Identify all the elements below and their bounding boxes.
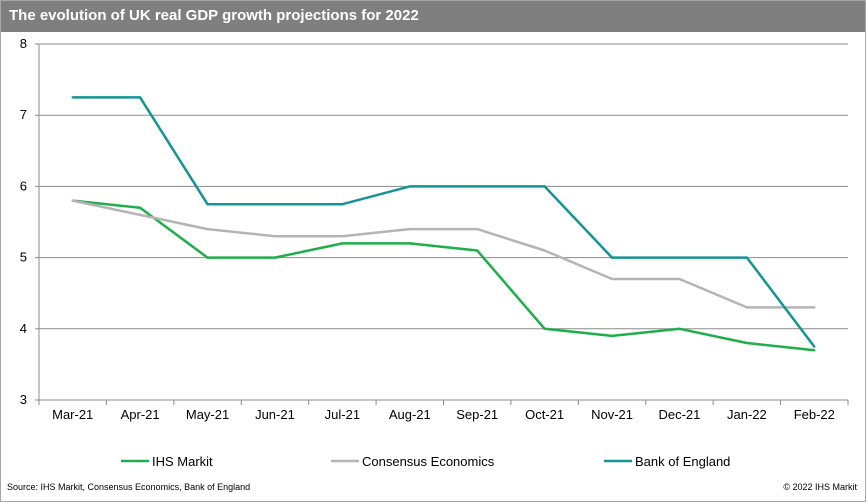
data-point	[610, 334, 614, 338]
data-point	[678, 277, 681, 281]
y-tick-label: 4	[20, 321, 27, 336]
data-point	[273, 203, 277, 206]
y-tick-label: 7	[20, 107, 27, 122]
x-tick-label: Feb-22	[794, 407, 835, 422]
data-point	[206, 227, 209, 231]
x-tick-label: Apr-21	[121, 407, 160, 422]
data-point	[813, 348, 816, 352]
x-tick-label: Sep-21	[456, 407, 498, 422]
data-point	[138, 213, 142, 217]
data-point	[745, 341, 749, 345]
copyright-note: © 2022 IHS Markit	[783, 482, 857, 492]
data-point	[408, 227, 411, 231]
series-line-ihs-markit	[72, 199, 815, 352]
x-tick-label: Dec-21	[658, 407, 700, 422]
data-point	[813, 345, 816, 348]
series-line-bank-of-england	[72, 96, 816, 348]
series-line-consensus-economics	[72, 199, 815, 309]
data-point	[71, 96, 74, 99]
data-point	[206, 256, 209, 259]
x-tick-label: Jul-21	[325, 407, 360, 422]
chart-title: The evolution of UK real GDP growth proj…	[9, 7, 419, 24]
data-point	[678, 327, 681, 330]
data-point	[610, 277, 614, 281]
y-tick-label: 5	[20, 250, 27, 265]
data-point	[71, 199, 74, 202]
x-tick-label: May-21	[186, 407, 229, 422]
x-tick-label: Oct-21	[525, 407, 564, 422]
data-point	[543, 327, 546, 330]
legend-label: IHS Markit	[152, 454, 213, 469]
data-point	[341, 235, 344, 238]
data-point	[476, 227, 479, 231]
source-note: Source: IHS Markit, Consensus Economics,…	[7, 482, 251, 492]
data-point	[813, 306, 816, 309]
x-tick-label: Nov-21	[591, 407, 633, 422]
y-tick-label: 8	[20, 36, 27, 51]
data-point	[678, 256, 681, 259]
data-point	[745, 306, 749, 309]
y-tick-label: 3	[20, 392, 27, 407]
data-point	[341, 203, 344, 206]
data-point	[341, 242, 344, 245]
data-point	[543, 185, 546, 188]
y-tick-label: 6	[20, 178, 27, 193]
legend-label: Consensus Economics	[362, 454, 495, 469]
data-point	[610, 256, 614, 259]
legend-label: Bank of England	[635, 454, 730, 469]
data-point	[206, 203, 209, 206]
data-point	[408, 242, 411, 245]
data-point	[543, 249, 546, 252]
data-point	[476, 185, 479, 188]
x-tick-label: Jan-22	[727, 407, 767, 422]
data-point	[273, 256, 277, 259]
data-point	[273, 235, 277, 238]
data-point	[408, 185, 411, 188]
title-bar: The evolution of UK real GDP growth proj…	[1, 1, 865, 32]
data-point	[476, 249, 479, 252]
data-point	[138, 206, 142, 209]
data-point	[138, 96, 142, 99]
x-tick-label: Aug-21	[389, 407, 431, 422]
data-point	[745, 256, 749, 259]
x-tick-label: Mar-21	[52, 407, 93, 422]
x-tick-label: Jun-21	[255, 407, 295, 422]
